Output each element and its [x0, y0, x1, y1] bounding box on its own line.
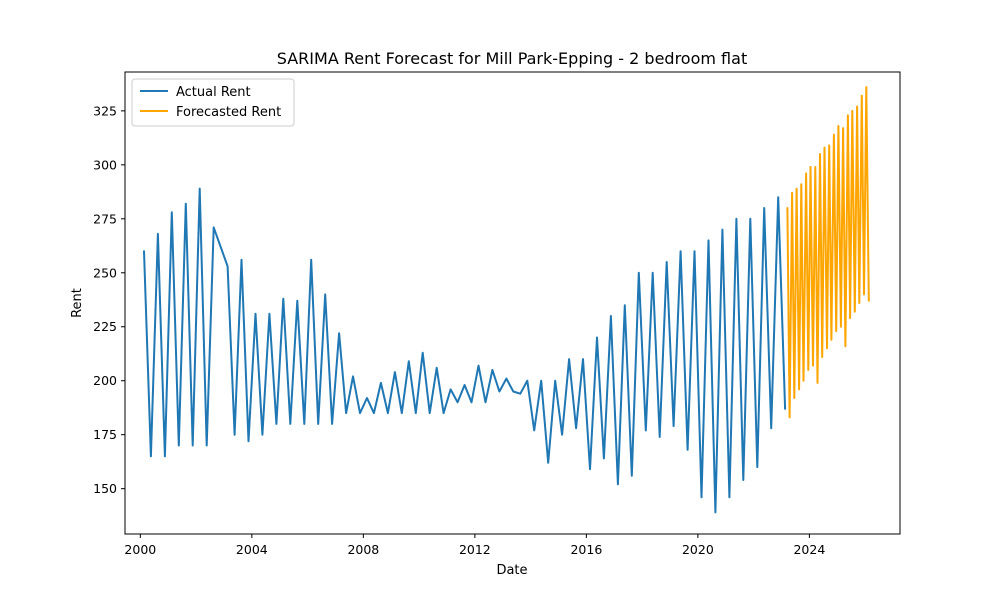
- x-tick-label: 2008: [347, 542, 379, 557]
- chart-title: SARIMA Rent Forecast for Mill Park-Eppin…: [277, 49, 747, 68]
- y-tick-label: 325: [93, 103, 117, 118]
- y-tick-label: 300: [93, 157, 117, 172]
- series-line-actual-rent: [143, 187, 787, 514]
- x-axis: 2000 2004 2008 2012 2016 2020 2024: [124, 534, 825, 557]
- x-tick-label: 2020: [682, 542, 714, 557]
- y-axis-title: Rent: [70, 288, 85, 318]
- x-tick-label: 2012: [459, 542, 491, 557]
- x-tick-label: 2000: [124, 542, 156, 557]
- x-tick-label: 2016: [570, 542, 602, 557]
- y-axis: 150 175 200 225 250 275 300 325: [93, 103, 125, 496]
- y-tick-label: 175: [93, 427, 117, 442]
- y-tick-label: 150: [93, 481, 117, 496]
- legend-label-forecasted-rent: Forecasted Rent: [176, 105, 281, 120]
- legend-label-actual-rent: Actual Rent: [176, 85, 251, 100]
- series-line-forecasted-rent: [786, 86, 870, 419]
- legend: Actual Rent Forecasted Rent: [131, 78, 295, 127]
- y-tick-label: 225: [93, 319, 117, 334]
- series-layer: [143, 86, 870, 514]
- x-axis-title: Date: [496, 563, 527, 578]
- plot-area: [124, 71, 901, 535]
- y-tick-label: 250: [93, 265, 117, 280]
- x-tick-label: 2004: [236, 542, 268, 557]
- y-tick-label: 200: [93, 373, 117, 388]
- x-tick-label: 2024: [793, 542, 825, 557]
- y-tick-label: 275: [93, 211, 117, 226]
- plot-frame: [124, 71, 901, 535]
- legend-box: [131, 78, 295, 127]
